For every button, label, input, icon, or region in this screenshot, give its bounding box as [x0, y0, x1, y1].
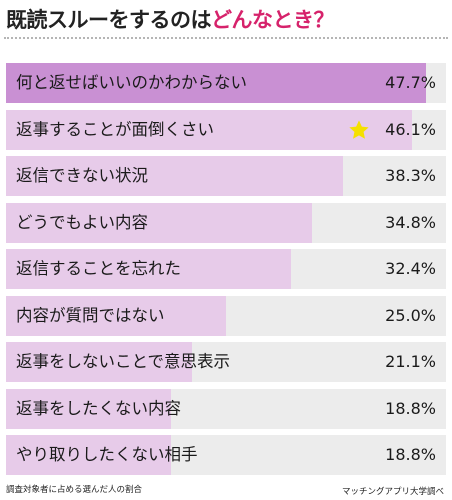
bar-row: 何と返せばいいのかわからない 47.7%: [6, 63, 446, 103]
bar-category-label: 返事をしないことで意思表示: [16, 352, 231, 371]
bar-value-label: 25.0%: [385, 306, 436, 325]
bar-category-label: 返信することを忘れた: [16, 259, 181, 278]
bar-row: やり取りしたくない相手 18.8%: [6, 435, 446, 475]
bar: [6, 435, 172, 475]
star-icon: [349, 120, 369, 139]
title-divider: [4, 37, 448, 39]
bar-row: 内容が質問ではない 25.0%: [6, 296, 446, 336]
bar-row: 返信することを忘れた 32.4%: [6, 249, 446, 289]
bar-category-label: 内容が質問ではない: [16, 306, 165, 325]
bar-value-label: 18.8%: [385, 445, 436, 464]
bar: [6, 156, 344, 196]
bar-value-label: 18.8%: [385, 399, 436, 418]
bar-value-label: 46.1%: [385, 120, 436, 139]
bar-value-label: 21.1%: [385, 352, 436, 371]
chart-title: 既読スルーをするのはどんなとき？: [6, 4, 335, 34]
bar: [6, 110, 412, 150]
bar-value-label: 47.7%: [385, 73, 436, 92]
bar-value-label: 38.3%: [385, 166, 436, 185]
bar-value-label: 34.8%: [385, 213, 436, 232]
bar-value-label: 32.4%: [385, 259, 436, 278]
bar: [6, 342, 192, 382]
bar-row: 返事をしたくない内容 18.8%: [6, 389, 446, 429]
bar: [6, 63, 426, 103]
bar: [6, 389, 172, 429]
bar-row: どうでもよい内容 34.8%: [6, 203, 446, 243]
bar-row: 返信できない状況 38.3%: [6, 156, 446, 196]
bar-category-label: やり取りしたくない相手: [16, 445, 198, 464]
bar-category-label: 返事することが面倒くさい: [16, 120, 214, 139]
title-main: 既読スルーをするのは: [6, 8, 212, 32]
bar-category-label: 返事をしたくない内容: [16, 399, 181, 418]
title-highlight: どんなとき？: [211, 8, 335, 32]
footer-note: 調査対象者に占める選んだ人の割合: [6, 485, 143, 495]
bar-category-label: どうでもよい内容: [16, 213, 148, 232]
bar-row: 返事することが面倒くさい 46.1%: [6, 110, 446, 150]
bar-category-label: 何と返せばいいのかわからない: [16, 73, 247, 92]
bar: [6, 203, 313, 243]
source-note: マッチングアプリ大学調べ: [341, 487, 444, 497]
bar: [6, 249, 292, 289]
bar: [6, 296, 226, 336]
bar-row: 返事をしないことで意思表示 21.1%: [6, 342, 446, 382]
bar-category-label: 返信できない状況: [16, 166, 148, 185]
